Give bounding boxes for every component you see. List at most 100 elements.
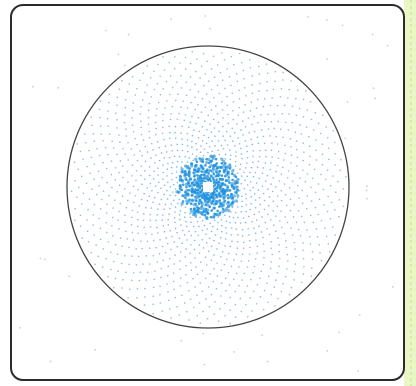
particle — [280, 290, 283, 293]
particle — [143, 304, 146, 306]
particle — [166, 198, 169, 200]
particle — [121, 195, 124, 198]
particle — [196, 176, 200, 180]
particle — [161, 132, 164, 135]
particle — [163, 208, 165, 210]
particle — [164, 203, 167, 206]
particle — [203, 148, 206, 151]
particle — [212, 55, 215, 58]
particle — [162, 259, 165, 262]
particle — [210, 170, 215, 174]
particle — [269, 267, 272, 270]
particle — [310, 200, 313, 202]
particle — [232, 118, 235, 121]
particle — [180, 339, 183, 342]
particle — [240, 260, 243, 262]
particle — [234, 303, 237, 306]
particle — [166, 283, 168, 285]
particle — [132, 109, 134, 112]
particle — [161, 245, 164, 248]
particle — [210, 109, 213, 111]
particle — [212, 199, 216, 203]
particle — [210, 293, 213, 296]
particle — [88, 149, 90, 152]
particle — [116, 119, 118, 121]
particle — [166, 168, 169, 171]
particle — [210, 209, 214, 212]
particle — [160, 152, 163, 154]
particle — [263, 289, 266, 292]
particle — [186, 161, 189, 163]
particle — [234, 211, 237, 214]
particle — [159, 285, 161, 288]
particle — [280, 199, 283, 202]
particle — [180, 224, 182, 226]
particle — [261, 334, 264, 337]
particle — [256, 166, 259, 169]
particle — [287, 260, 289, 262]
particle — [180, 132, 182, 135]
particle — [127, 159, 130, 161]
particle — [213, 96, 215, 99]
particle — [249, 59, 251, 61]
particle — [275, 170, 277, 173]
particle — [249, 189, 251, 192]
particle — [131, 124, 134, 126]
particle — [216, 228, 219, 231]
particle — [328, 250, 331, 253]
particle — [249, 246, 251, 249]
particle — [132, 272, 135, 274]
particle — [250, 138, 253, 141]
particle — [325, 235, 328, 238]
particle — [272, 210, 275, 212]
particle — [285, 121, 287, 124]
particle — [229, 158, 232, 161]
particle — [245, 167, 247, 169]
particle — [206, 199, 210, 203]
particle — [216, 112, 219, 115]
particle — [171, 86, 174, 89]
particle — [213, 76, 216, 79]
particle — [197, 136, 200, 139]
particle — [319, 251, 321, 254]
particle — [169, 194, 171, 197]
particle — [220, 224, 223, 227]
particle — [110, 173, 113, 176]
particle — [178, 112, 180, 115]
particle — [229, 245, 232, 248]
particle — [82, 158, 84, 161]
particle — [141, 183, 143, 186]
particle — [299, 177, 301, 179]
particle — [163, 156, 166, 159]
particle — [197, 90, 200, 93]
particle — [205, 264, 208, 266]
particle — [309, 235, 311, 238]
particle — [285, 204, 288, 207]
particle — [240, 147, 242, 150]
particle — [332, 175, 334, 177]
particle — [94, 263, 96, 266]
particle — [262, 243, 265, 245]
particle — [283, 183, 286, 185]
particle — [281, 166, 284, 169]
particle — [108, 93, 111, 96]
particle — [179, 260, 181, 262]
particle — [209, 159, 213, 164]
particle — [176, 305, 178, 308]
particle — [202, 332, 205, 335]
particle — [200, 65, 203, 68]
particle — [125, 271, 127, 274]
particle — [237, 216, 239, 219]
particle — [138, 205, 141, 207]
particle — [327, 195, 329, 198]
particle — [171, 235, 173, 238]
particle — [206, 60, 209, 63]
particle — [243, 87, 246, 89]
particle — [178, 237, 181, 240]
particle — [296, 156, 299, 159]
particle — [217, 216, 220, 218]
particle — [214, 145, 216, 147]
particle — [196, 58, 198, 60]
particle — [210, 131, 213, 134]
